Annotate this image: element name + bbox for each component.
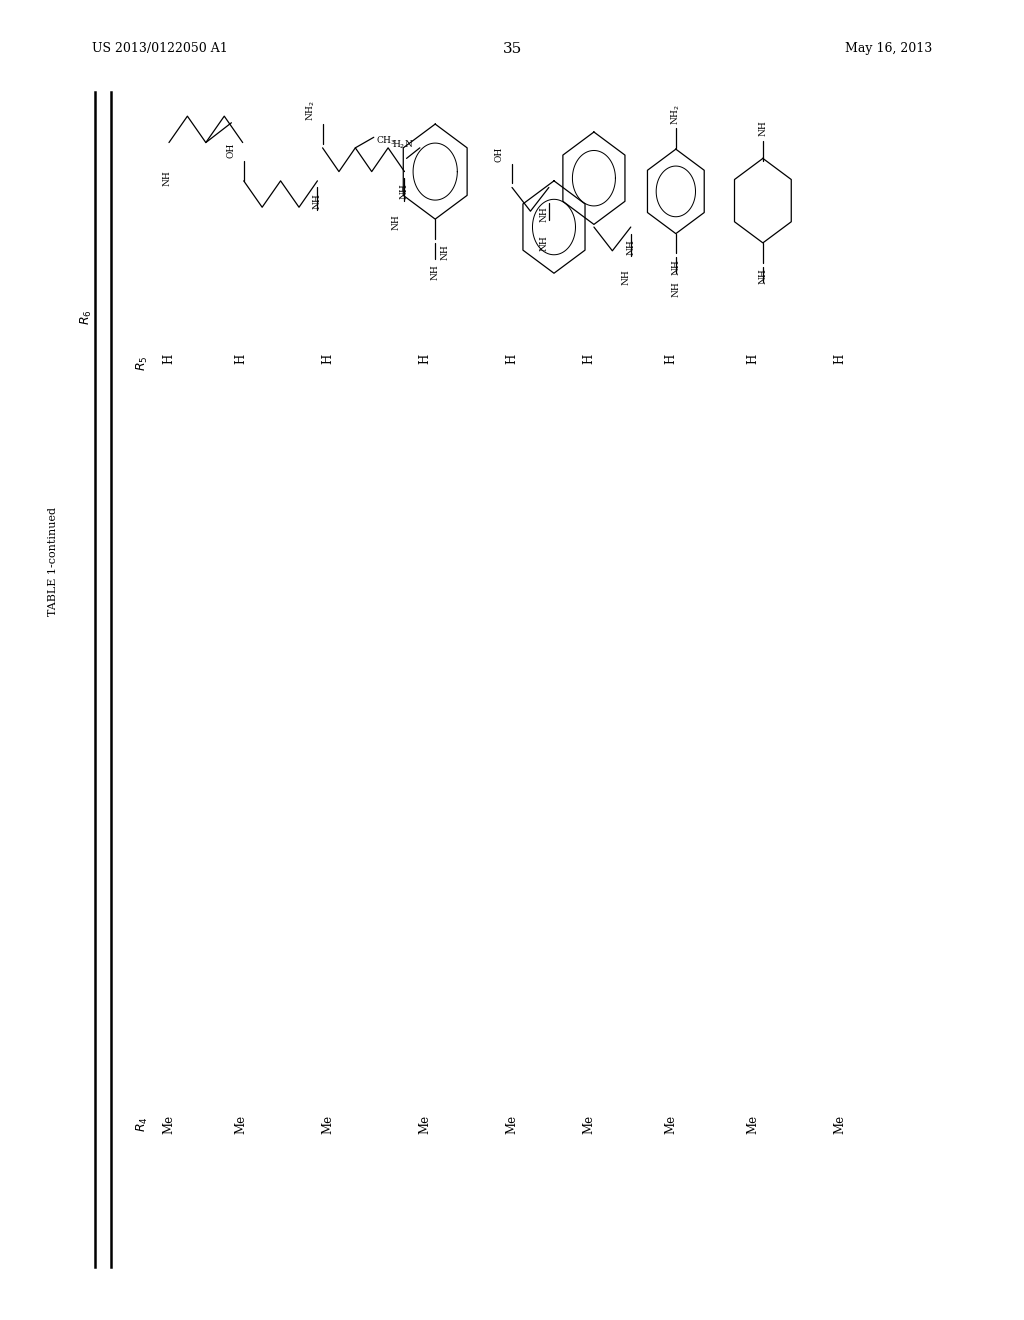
Text: Me: Me bbox=[419, 1115, 431, 1134]
Text: NH: NH bbox=[672, 259, 680, 275]
Text: H: H bbox=[234, 354, 247, 364]
Text: NH: NH bbox=[672, 281, 680, 297]
Text: H: H bbox=[506, 354, 518, 364]
Text: NH$_2$: NH$_2$ bbox=[304, 100, 316, 121]
Text: 35: 35 bbox=[503, 42, 521, 57]
Text: OH: OH bbox=[227, 143, 236, 158]
Text: H: H bbox=[834, 354, 846, 364]
Text: NH: NH bbox=[540, 235, 548, 251]
Text: NH: NH bbox=[759, 120, 767, 136]
Text: NH$_2$: NH$_2$ bbox=[670, 104, 682, 125]
Text: NH: NH bbox=[627, 239, 635, 255]
Text: $R_4$: $R_4$ bbox=[135, 1117, 150, 1133]
Text: Me: Me bbox=[834, 1115, 846, 1134]
Text: OH: OH bbox=[495, 147, 503, 162]
Text: NH: NH bbox=[163, 170, 171, 186]
Text: NH: NH bbox=[313, 193, 322, 209]
Text: H$_2$N: H$_2$N bbox=[391, 139, 414, 152]
Text: H: H bbox=[665, 354, 677, 364]
Text: Me: Me bbox=[746, 1115, 759, 1134]
Text: Me: Me bbox=[665, 1115, 677, 1134]
Text: $R_6$: $R_6$ bbox=[79, 309, 93, 325]
Text: NH: NH bbox=[400, 183, 409, 199]
Text: US 2013/0122050 A1: US 2013/0122050 A1 bbox=[92, 42, 228, 55]
Text: NH: NH bbox=[431, 264, 439, 280]
Text: NH: NH bbox=[392, 214, 400, 230]
Text: TABLE 1-continued: TABLE 1-continued bbox=[48, 507, 58, 615]
Text: May 16, 2013: May 16, 2013 bbox=[845, 42, 932, 55]
Text: H: H bbox=[583, 354, 595, 364]
Text: H: H bbox=[322, 354, 334, 364]
Text: Me: Me bbox=[583, 1115, 595, 1134]
Text: H: H bbox=[419, 354, 431, 364]
Text: Me: Me bbox=[506, 1115, 518, 1134]
Text: NH: NH bbox=[759, 268, 767, 284]
Text: Me: Me bbox=[322, 1115, 334, 1134]
Text: NH: NH bbox=[440, 244, 450, 260]
Text: H: H bbox=[163, 354, 175, 364]
Text: $R_5$: $R_5$ bbox=[135, 355, 150, 371]
Text: Me: Me bbox=[234, 1115, 247, 1134]
Text: CH$_3$: CH$_3$ bbox=[376, 135, 396, 148]
Text: NH: NH bbox=[622, 269, 630, 285]
Text: H: H bbox=[746, 354, 759, 364]
Text: NH: NH bbox=[540, 206, 548, 222]
Text: Me: Me bbox=[163, 1115, 175, 1134]
